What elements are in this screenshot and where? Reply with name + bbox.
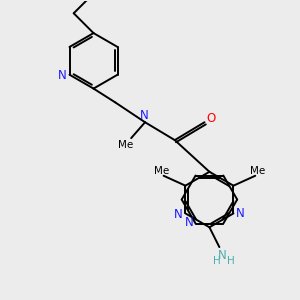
Text: H: H: [214, 256, 221, 266]
Text: N: N: [236, 207, 245, 220]
Text: O: O: [207, 112, 216, 125]
Text: Me: Me: [250, 166, 265, 176]
Text: N: N: [185, 216, 194, 229]
Text: N: N: [174, 208, 183, 221]
Text: N: N: [58, 69, 67, 82]
Text: Me: Me: [154, 166, 169, 176]
Text: H: H: [227, 256, 235, 266]
Text: Me: Me: [118, 140, 133, 150]
Text: N: N: [218, 248, 227, 262]
Text: N: N: [140, 109, 148, 122]
